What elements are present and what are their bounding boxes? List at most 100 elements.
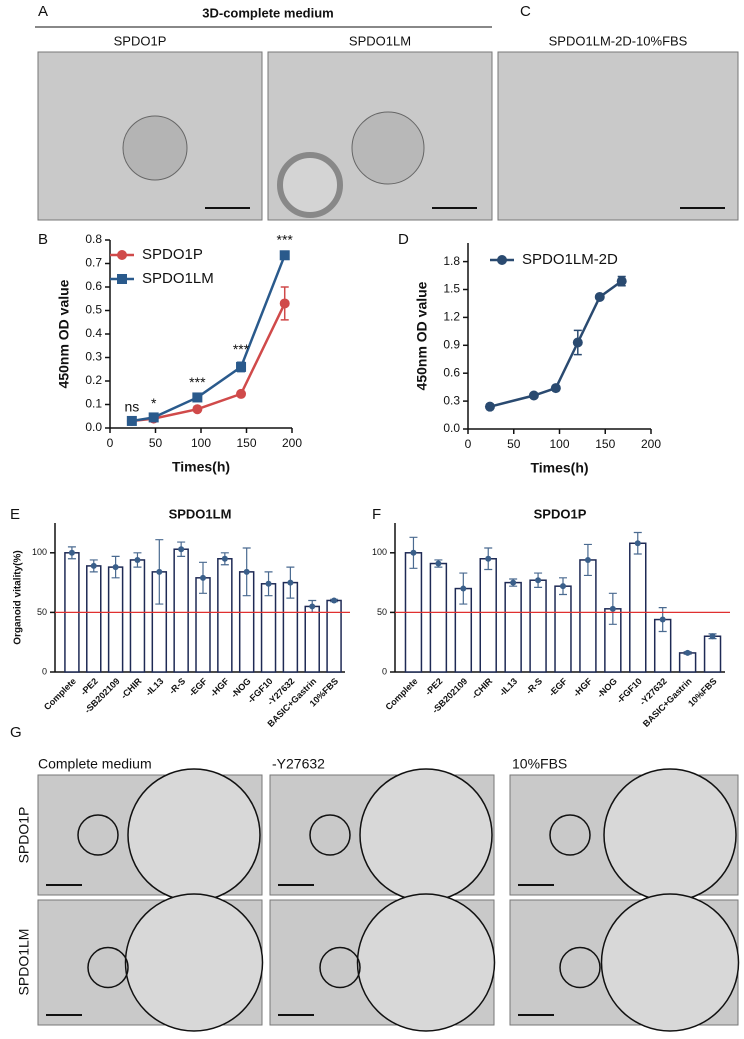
x-tick-label: -CHIR	[119, 676, 144, 701]
column-title: Complete medium	[38, 756, 152, 772]
significance: ***	[189, 374, 206, 390]
x-tick-label: 100	[549, 437, 569, 451]
x-tick-label: 150	[236, 436, 256, 450]
x-tick-label: -HGF	[571, 676, 594, 699]
region-circle	[319, 946, 361, 989]
mean-point	[634, 540, 641, 547]
y-tick-label: 50	[377, 607, 387, 617]
y-tick-label: 0.8	[85, 232, 102, 246]
x-tick-label: 0	[107, 436, 114, 450]
mean-point	[410, 549, 417, 556]
marker	[148, 412, 159, 423]
bar	[304, 605, 320, 673]
panel-letter: E	[10, 506, 20, 523]
region-circle	[559, 946, 601, 989]
mean-point	[90, 562, 97, 569]
x-tick-label: 200	[282, 436, 302, 450]
zoom-circle	[124, 893, 264, 1032]
bar	[326, 599, 342, 673]
x-tick-label: -HGF	[208, 676, 231, 699]
y-tick-label: 0.7	[85, 256, 102, 270]
y-tick-label: 0.0	[443, 421, 460, 435]
marker	[192, 404, 203, 415]
image-title: SPDO1P	[114, 33, 167, 48]
region-circle	[309, 814, 351, 856]
mean-point	[510, 579, 517, 586]
x-tick-label: -R-S	[167, 676, 187, 696]
y-tick-label: 0.9	[443, 337, 460, 351]
mean-point	[485, 555, 492, 562]
mean-point	[584, 556, 591, 563]
significance: *	[151, 395, 157, 411]
bar	[217, 558, 233, 673]
mean-point	[134, 556, 141, 563]
region-circle	[77, 814, 119, 856]
marker	[594, 291, 605, 302]
mean-point	[221, 555, 228, 562]
y-tick-label: 1.8	[443, 254, 460, 268]
x-tick-label: -IL13	[143, 676, 165, 698]
legend-label: SPDO1LM-2D	[522, 251, 618, 268]
x-axis-label: Times(h)	[530, 460, 588, 476]
y-tick-label: 0.1	[85, 397, 102, 411]
mean-point	[460, 585, 467, 592]
bar	[703, 635, 722, 673]
x-tick-label: -CHIR	[470, 676, 495, 701]
bar	[579, 559, 597, 673]
y-tick-label: 0	[382, 666, 387, 676]
y-axis-label: Organoid vitality(%)	[13, 550, 24, 644]
mean-point	[112, 564, 119, 571]
bar	[554, 585, 572, 673]
marker	[236, 361, 247, 372]
zoom-circle	[356, 893, 496, 1032]
mean-point	[331, 597, 338, 604]
marker	[192, 392, 203, 403]
panel-letter: A	[38, 3, 48, 20]
chart-title: SPDO1LM	[169, 506, 232, 521]
image-title: SPDO1LM-2D-10%FBS	[549, 33, 688, 48]
y-tick-label: 1.5	[443, 282, 460, 296]
y-tick-label: 0.3	[443, 393, 460, 407]
mean-point	[243, 568, 250, 575]
y-axis-label: 450nm OD value	[56, 279, 72, 388]
bar	[629, 542, 647, 673]
panel-letter: F	[372, 506, 381, 523]
x-tick-label: 150	[595, 437, 615, 451]
bar	[129, 559, 146, 673]
panel-letter: C	[520, 3, 531, 20]
x-tick-label: 50	[149, 436, 163, 450]
heading: 3D-complete medium	[202, 5, 333, 20]
bar	[529, 579, 547, 673]
legend-marker	[117, 250, 127, 260]
y-tick-label: 0	[42, 666, 47, 676]
mean-point	[709, 633, 716, 640]
micrograph-grid	[37, 768, 740, 1032]
y-tick-label: 0.4	[85, 326, 102, 340]
y-tick-label: 0.2	[85, 373, 102, 387]
zoom-circle	[127, 768, 261, 902]
x-tick-label: Complete	[42, 676, 78, 712]
mean-point	[287, 579, 294, 586]
y-tick-label: 100	[32, 547, 47, 557]
y-tick-label: 0.5	[85, 303, 102, 317]
x-axis-label: Times(h)	[172, 459, 230, 475]
y-tick-label: 100	[372, 547, 387, 557]
x-tick-label: -IL13	[497, 676, 519, 698]
micrograph	[497, 51, 739, 221]
micrograph	[267, 51, 493, 221]
mean-point	[156, 568, 163, 575]
mean-point	[609, 605, 616, 612]
marker	[126, 415, 137, 426]
significance: ns	[124, 398, 139, 414]
marker	[279, 250, 290, 261]
significance: ***	[233, 341, 250, 357]
image-title: SPDO1LM	[349, 33, 411, 48]
bar	[173, 548, 189, 673]
region-circle	[87, 946, 129, 989]
mean-point	[535, 577, 542, 584]
column-title: 10%FBS	[512, 756, 567, 772]
y-tick-label: 0.3	[85, 350, 102, 364]
panel-letter: G	[10, 724, 22, 741]
y-tick-label: 0.6	[443, 365, 460, 379]
